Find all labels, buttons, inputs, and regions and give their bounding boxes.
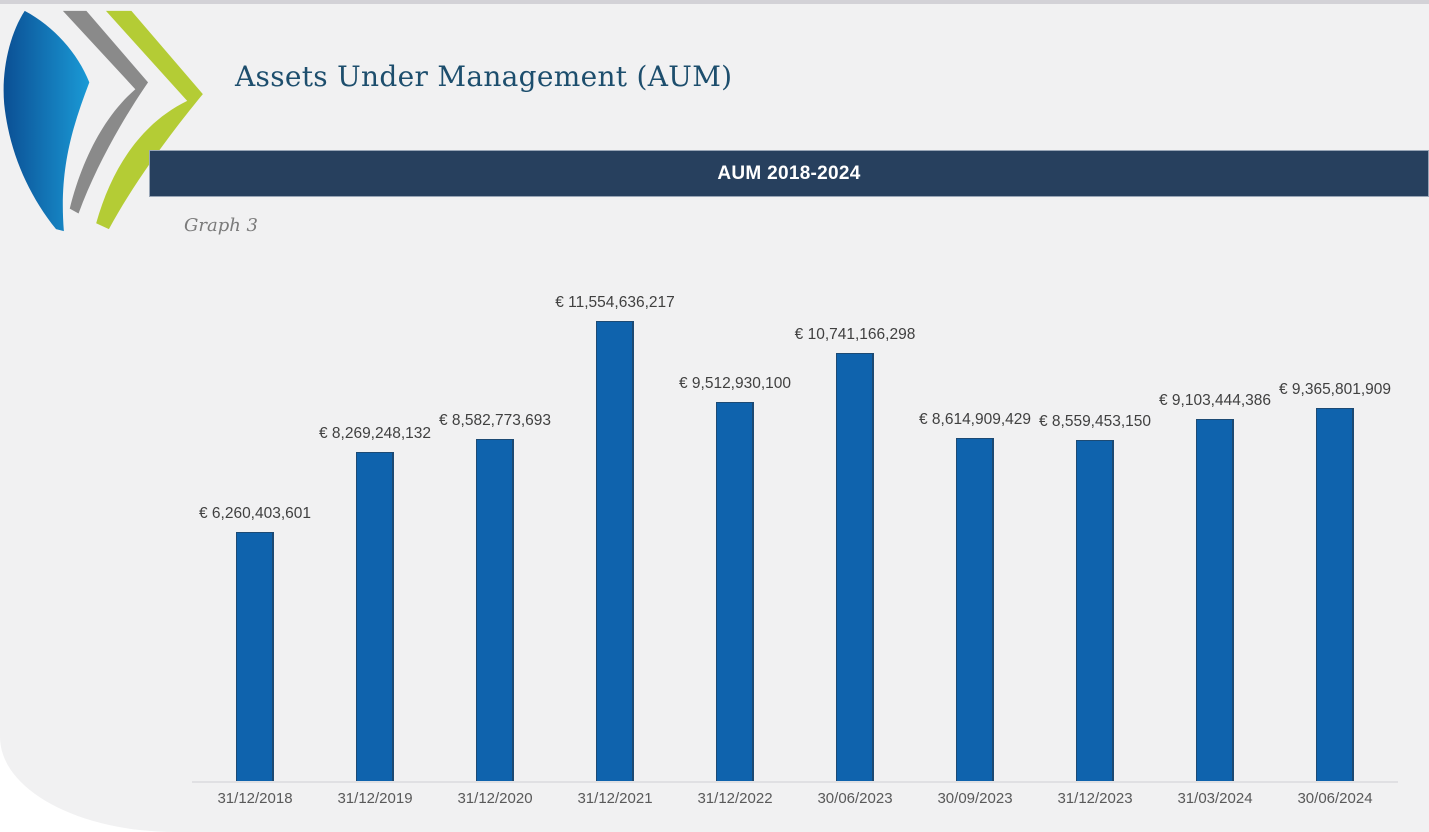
bar-value-label: € 8,614,909,429	[918, 411, 1032, 428]
chart-category-slot: € 9,365,801,909 30/06/2024	[1275, 321, 1395, 807]
bar-value-label: € 6,260,403,601	[198, 505, 312, 522]
bar-value-label: € 8,269,248,132	[318, 425, 432, 442]
chart-category-slot: € 9,103,444,386 31/03/2024	[1155, 321, 1275, 807]
bar-value-label: € 9,103,444,386	[1158, 392, 1272, 409]
graph-caption: Graph 3	[184, 215, 259, 236]
bar-value-label: € 11,554,636,217	[555, 294, 675, 311]
chart-bar	[476, 439, 514, 781]
chart-category-slot: € 8,269,248,132 31/12/2019	[315, 321, 435, 807]
chart-bar	[1196, 419, 1234, 781]
x-axis-tick-label: 31/12/2020	[457, 790, 533, 807]
x-axis-tick-label: 31/03/2024	[1177, 790, 1253, 807]
top-strip	[0, 0, 1429, 4]
x-axis-line	[192, 781, 1398, 783]
chart-bar	[596, 321, 634, 781]
x-axis-tick-label: 31/12/2022	[697, 790, 773, 807]
chart-bar	[1316, 408, 1354, 781]
chart-category-slot: € 8,582,773,693 31/12/2020	[435, 321, 555, 807]
x-axis-tick-label: 31/12/2018	[217, 790, 293, 807]
page-title: Assets Under Management (AUM)	[235, 60, 733, 93]
x-axis-tick-label: 30/09/2023	[937, 790, 1013, 807]
logo-gray-chevron	[62, 10, 149, 214]
chart-bar	[236, 532, 274, 781]
x-axis-tick-label: 30/06/2024	[1297, 790, 1373, 807]
logo-green-chevron	[96, 10, 203, 230]
triple-chevron-logo	[3, 10, 203, 232]
chart-bar	[716, 402, 754, 781]
chart-bar	[956, 438, 994, 781]
banner-title: AUM 2018-2024	[717, 162, 861, 184]
x-axis-tick-label: 31/12/2019	[337, 790, 413, 807]
bar-value-label: € 9,512,930,100	[678, 375, 792, 392]
chart-bar	[836, 353, 874, 781]
aum-bar-chart: € 6,260,403,601 31/12/2018 € 8,269,248,132…	[192, 294, 1398, 807]
x-axis-tick-label: 31/12/2021	[577, 790, 653, 807]
bar-value-label: € 10,741,166,298	[794, 326, 916, 343]
chart-category-slot: € 8,559,453,150 31/12/2023	[1035, 321, 1155, 807]
x-axis-tick-label: 31/12/2023	[1057, 790, 1133, 807]
logo-blue-chevron	[3, 10, 90, 232]
bar-value-label: € 9,365,801,909	[1278, 381, 1392, 398]
section-banner: AUM 2018-2024	[149, 150, 1429, 197]
chart-category-slot: € 8,614,909,429 30/09/2023	[915, 321, 1035, 807]
chart-category-slot: € 11,554,636,217 31/12/2021	[555, 294, 675, 807]
chart-category-slot: € 10,741,166,298 30/06/2023	[794, 321, 916, 807]
chart-category-slot: € 9,512,930,100 31/12/2022	[675, 321, 795, 807]
bar-value-label: € 8,582,773,693	[438, 412, 552, 429]
bar-value-label: € 8,559,453,150	[1038, 413, 1152, 430]
chart-bar	[1076, 440, 1114, 781]
chart-category-slot: € 6,260,403,601 31/12/2018	[195, 321, 315, 807]
x-axis-tick-label: 30/06/2023	[817, 790, 893, 807]
chart-bar	[356, 452, 394, 781]
